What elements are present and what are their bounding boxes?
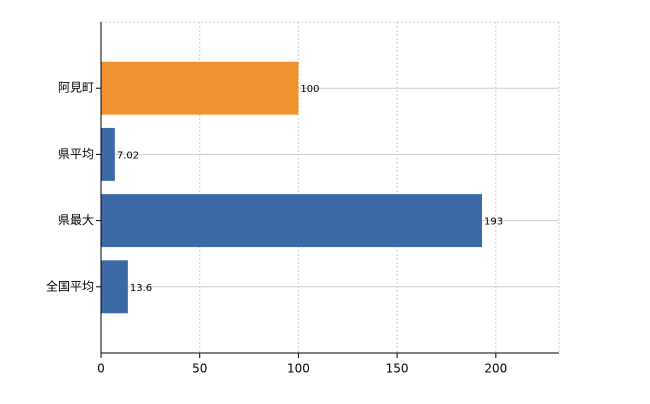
bar <box>101 194 483 248</box>
value-label: 100 <box>300 84 319 95</box>
bar <box>101 260 128 314</box>
y-tick-label: 阿見町 <box>58 81 94 95</box>
value-label: 13.6 <box>130 283 152 294</box>
value-label: 193 <box>484 217 503 228</box>
y-tick-label: 県最大 <box>58 213 94 227</box>
x-tick-label: 200 <box>484 362 507 376</box>
y-tick-label: 全国平均 <box>46 278 94 293</box>
value-label: 7.02 <box>117 150 139 161</box>
bar <box>101 127 115 181</box>
x-tick-label: 0 <box>97 362 105 376</box>
y-tick-label: 県平均 <box>58 147 94 161</box>
x-tick-label: 150 <box>386 362 409 376</box>
bar <box>101 61 299 115</box>
x-tick-label: 50 <box>192 362 207 376</box>
x-tick-label: 100 <box>287 362 310 376</box>
